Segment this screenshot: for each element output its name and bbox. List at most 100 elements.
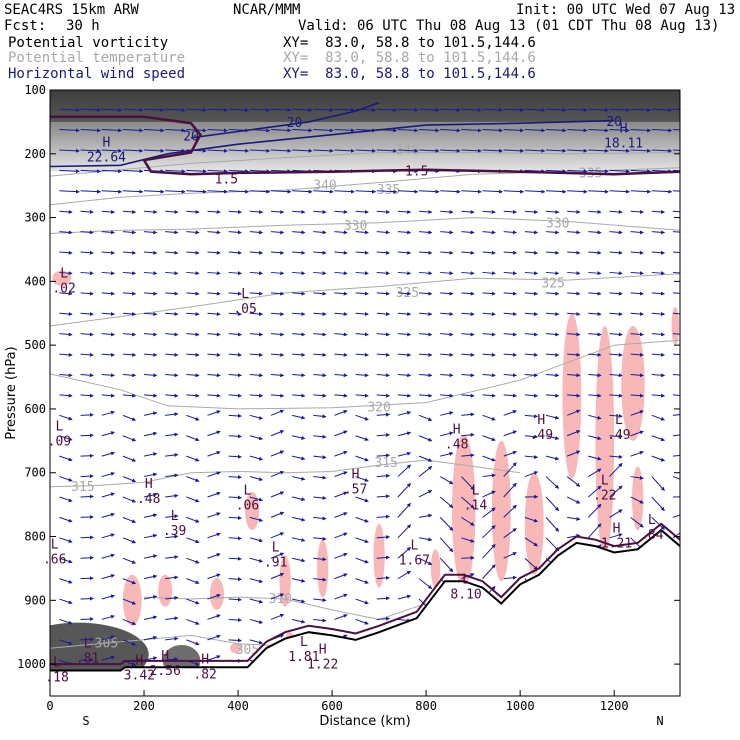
wind-vector [609, 271, 623, 276]
wind-vector [461, 453, 475, 458]
wind-vector [461, 352, 475, 357]
wind-vector [228, 271, 242, 276]
wind-vector [482, 455, 496, 462]
wind-vector [609, 312, 623, 316]
wind-vector [165, 209, 179, 214]
plot-frame [49, 89, 681, 697]
wind-extremum-value: 18.11 [604, 137, 643, 152]
wind-vector [101, 451, 115, 457]
pv-extremum-value: 8.10 [450, 588, 481, 603]
wind-vector [376, 393, 391, 398]
wind-vector [165, 575, 179, 580]
wind-vector [143, 533, 158, 539]
wind-vector [482, 312, 496, 316]
pv-extremum-type: H [201, 652, 209, 667]
wind-vector [397, 524, 411, 539]
negative-pv-patch [632, 466, 644, 531]
wind-vector [186, 639, 200, 646]
wind-vector [143, 554, 158, 559]
wind-vector [567, 107, 588, 112]
wind-vector [59, 107, 80, 112]
negative-pv-patch [671, 306, 680, 346]
wind-vector [545, 435, 560, 440]
wind-vector [419, 230, 433, 235]
wind-vector [503, 352, 517, 357]
wind-vector [143, 493, 158, 498]
wind-vector [482, 271, 496, 276]
wind-vector [545, 496, 560, 512]
wind-vector [419, 128, 440, 133]
wind-vector [482, 230, 496, 235]
y-tick-label: 600 [24, 402, 46, 416]
pv-extremum-value: .81 [76, 651, 99, 666]
wind-vector [207, 614, 221, 620]
wind-vector [165, 148, 186, 153]
wind-vector [313, 230, 327, 235]
wind-vector [59, 455, 73, 462]
wind-vector [588, 209, 602, 214]
wind-vector [524, 128, 546, 133]
wind-vector [376, 412, 391, 417]
wind-vector [482, 564, 496, 579]
wind-vector [101, 230, 115, 235]
wind-vector [376, 555, 391, 560]
wind-vector [524, 414, 539, 419]
y-tick-label: 500 [24, 338, 46, 352]
wind-vector [545, 148, 567, 153]
wind-vector [59, 537, 73, 543]
wind-vector [334, 512, 348, 518]
wind-vector [355, 435, 369, 441]
wind-vector [418, 466, 433, 477]
wind-vector [144, 128, 165, 133]
wind-vector [122, 455, 137, 462]
wind-vector [567, 312, 581, 316]
wind-vector [207, 410, 221, 416]
y-tick-label: 900 [24, 593, 46, 607]
wind-vector [101, 312, 115, 316]
pv-extremum-value: .84 [640, 528, 664, 543]
wind-vector [143, 209, 158, 214]
wind-vector [334, 552, 348, 559]
wind-vector [249, 352, 264, 357]
wind-vector [651, 107, 673, 112]
wind-vector [292, 148, 313, 153]
wind-vector [376, 352, 391, 357]
wind-vector [588, 169, 609, 174]
wind-vector [461, 412, 475, 417]
wind-vector [524, 332, 539, 337]
field-theta-name: Potential temperature [8, 50, 186, 66]
wind-vector [545, 517, 560, 532]
wind-vector [122, 639, 137, 646]
wind-vector [482, 435, 496, 442]
wind-vector [186, 496, 200, 503]
wind-vector [397, 594, 412, 600]
wind-vector [101, 148, 123, 153]
wind-vector [313, 393, 327, 398]
pv-extremum-type: H [613, 522, 621, 537]
wind-vector [461, 496, 475, 509]
wind-vector [59, 598, 73, 605]
wind-vector [186, 618, 200, 625]
wind-vector [503, 128, 525, 133]
wind-vector [207, 312, 221, 316]
wind-vector [524, 312, 539, 316]
pv-extremum-value: .48 [445, 438, 468, 453]
wind-vector [440, 332, 454, 337]
wind-vector [122, 189, 144, 194]
wind-vector [270, 613, 285, 620]
wind-vector [609, 250, 623, 255]
wind-vector [249, 537, 264, 543]
wind-vector [609, 509, 623, 518]
wind-vector [397, 291, 412, 296]
wind-vector [376, 312, 391, 316]
wind-vector [122, 537, 137, 544]
wind-vector [80, 128, 102, 133]
endpoint-left: S [82, 714, 89, 728]
negative-pv-patch [158, 574, 173, 607]
wind-vector [440, 148, 461, 153]
wind-vector [440, 291, 454, 296]
wind-vector [228, 230, 242, 235]
wind-vector [270, 532, 285, 539]
theta-contour-label: 340 [396, 144, 419, 159]
wind-vector [270, 511, 285, 518]
